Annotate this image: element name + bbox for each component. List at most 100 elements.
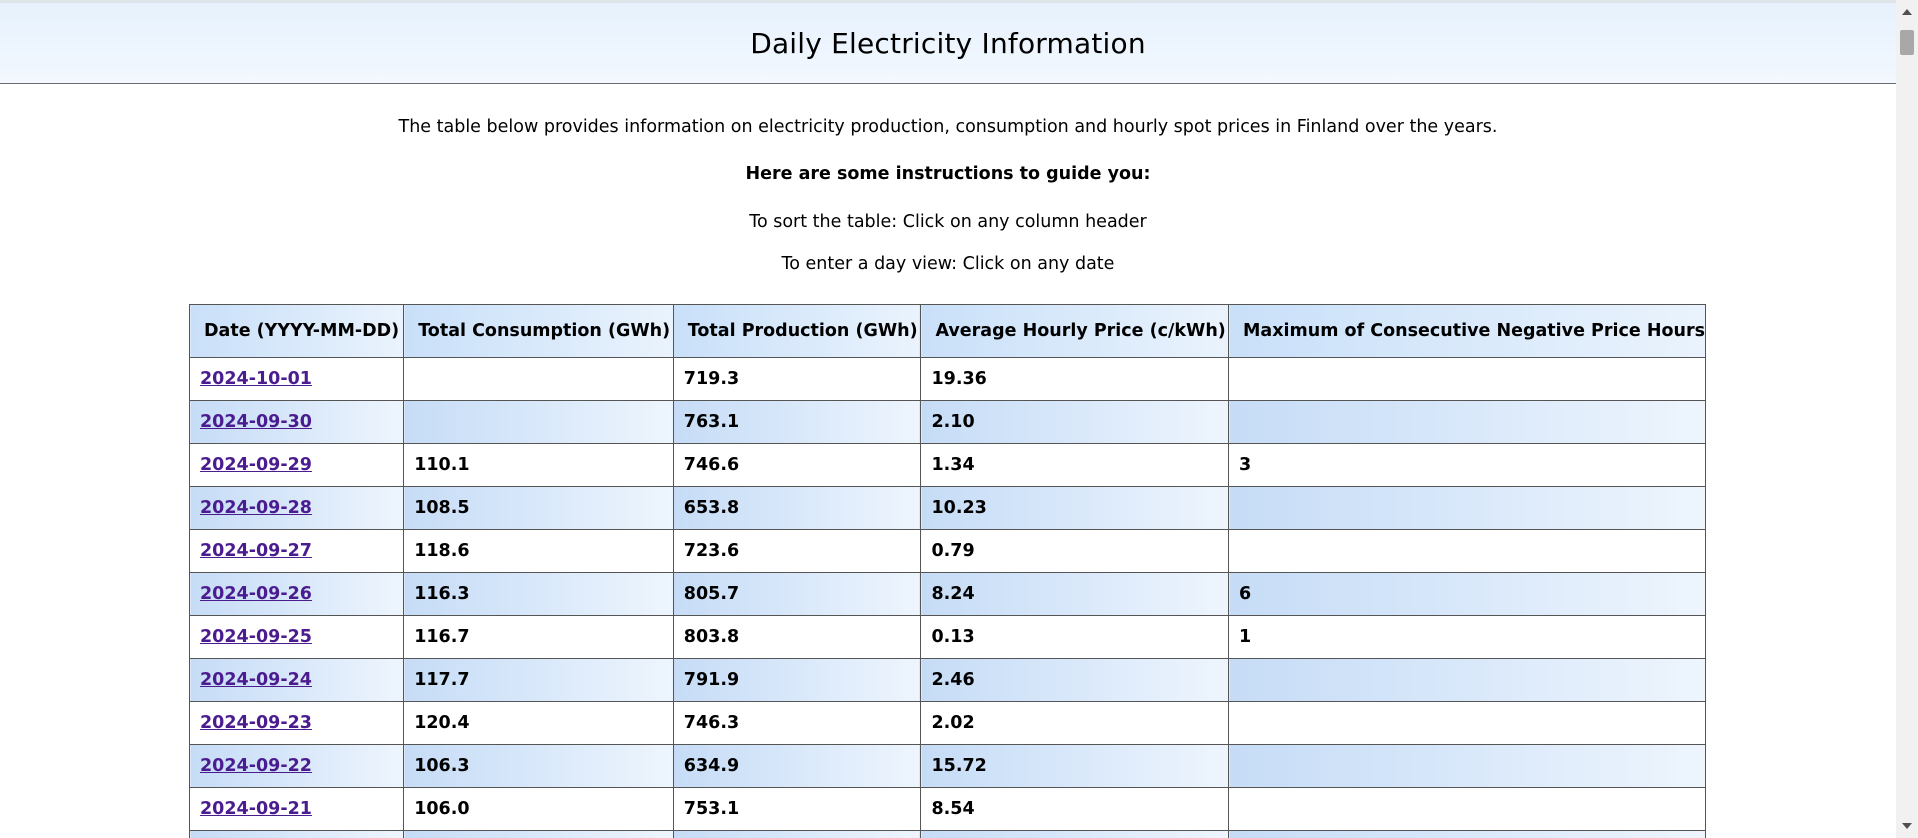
negative-hours-cell: 3 [1228,443,1706,487]
date-cell: 2024-09-23 [188,701,405,745]
consumption-cell [403,357,674,401]
table-row: 2024-09-27 118.6 723.6 0.79 [188,529,1706,573]
negative-hours-cell [1228,486,1706,530]
production-cell: 634.9 [672,744,922,788]
date-cell: 2024-09-25 [188,615,405,659]
table-row: 2024-09-26 116.3 805.7 8.24 6 [188,572,1706,616]
date-link[interactable]: 2024-09-25 [200,627,312,647]
table-row: 2024-09-24 117.7 791.9 2.46 [188,658,1706,702]
scroll-down-arrow-icon[interactable] [1902,823,1912,829]
negative-hours-cell [1228,830,1706,838]
instructions-heading: Here are some instructions to guide you: [745,164,1151,184]
date-link[interactable]: 2024-09-23 [200,713,312,733]
price-cell: 19.36 [920,357,1230,401]
table-row: 2024-09-28 108.5 653.8 10.23 [188,486,1706,530]
date-cell: 2024-09-29 [188,443,405,487]
table-row: 2024-09-22 106.3 634.9 15.72 [188,744,1706,788]
price-cell: 2.10 [920,400,1230,444]
table-row [188,830,1706,838]
production-cell: 653.8 [672,486,922,530]
price-cell: 2.46 [920,658,1230,702]
consumption-cell: 108.5 [403,486,674,530]
electricity-table: Date (YYYY-MM-DD) Total Consumption (GWh… [188,304,1706,838]
date-link[interactable]: 2024-09-27 [200,541,312,561]
negative-hours-cell: 6 [1228,572,1706,616]
negative-hours-cell [1228,400,1706,444]
date-link[interactable]: 2024-09-28 [200,498,312,518]
window-top-edge [0,0,1896,3]
date-link[interactable]: 2024-09-21 [200,799,312,819]
price-cell: 8.54 [920,787,1230,831]
production-cell: 719.3 [672,357,922,401]
date-cell: 2024-10-01 [188,357,405,401]
production-cell: 723.6 [672,529,922,573]
date-link[interactable]: 2024-09-26 [200,584,312,604]
instruction-day-view: To enter a day view: Click on any date [781,254,1115,274]
table-row: 2024-09-23 120.4 746.3 2.02 [188,701,1706,745]
consumption-cell: 106.3 [403,744,674,788]
instruction-sort: To sort the table: Click on any column h… [749,212,1147,232]
date-link[interactable]: 2024-09-22 [200,756,312,776]
date-link[interactable]: 2024-09-30 [200,412,312,432]
production-cell: 791.9 [672,658,922,702]
date-cell [188,830,405,838]
negative-hours-cell: 1 [1228,615,1706,659]
negative-hours-cell [1228,744,1706,788]
vertical-scrollbar[interactable] [1896,0,1918,838]
consumption-cell [403,830,674,838]
production-cell: 803.8 [672,615,922,659]
header-date[interactable]: Date (YYYY-MM-DD) [188,304,405,358]
scroll-up-arrow-icon[interactable] [1902,9,1912,15]
production-cell: 746.3 [672,701,922,745]
table-body: 2024-10-01 719.3 19.36 2024-09-30 763.1 2.10 2… [188,357,1706,838]
table-row: 2024-09-21 106.0 753.1 8.54 [188,787,1706,831]
consumption-cell: 118.6 [403,529,674,573]
consumption-cell: 120.4 [403,701,674,745]
table-row: 2024-10-01 719.3 19.36 [188,357,1706,401]
header-average-hourly-price[interactable]: Average Hourly Price (c/kWh) [920,304,1230,358]
table-row: 2024-09-30 763.1 2.10 [188,400,1706,444]
date-link[interactable]: 2024-09-24 [200,670,312,690]
date-cell: 2024-09-22 [188,744,405,788]
date-cell: 2024-09-26 [188,572,405,616]
price-cell [920,830,1230,838]
production-cell: 753.1 [672,787,922,831]
negative-hours-cell [1228,701,1706,745]
price-cell: 0.13 [920,615,1230,659]
price-cell: 1.34 [920,443,1230,487]
price-cell: 0.79 [920,529,1230,573]
page-title: Daily Electricity Information [750,26,1146,60]
header-total-consumption[interactable]: Total Consumption (GWh) [403,304,674,358]
consumption-cell: 117.7 [403,658,674,702]
negative-hours-cell [1228,658,1706,702]
page-header: Daily Electricity Information [0,3,1896,84]
scrollbar-thumb[interactable] [1900,30,1914,55]
header-max-negative-price-hours[interactable]: Maximum of Consecutive Negative Price Ho… [1228,304,1706,358]
consumption-cell: 110.1 [403,443,674,487]
date-link[interactable]: 2024-10-01 [200,369,312,389]
date-cell: 2024-09-30 [188,400,405,444]
date-cell: 2024-09-21 [188,787,405,831]
intro-text: The table below provides information on … [398,117,1498,137]
table-header-row: Date (YYYY-MM-DD) Total Consumption (GWh… [188,304,1706,358]
date-cell: 2024-09-27 [188,529,405,573]
header-total-production[interactable]: Total Production (GWh) [672,304,922,358]
price-cell: 8.24 [920,572,1230,616]
date-cell: 2024-09-28 [188,486,405,530]
negative-hours-cell [1228,529,1706,573]
consumption-cell: 116.3 [403,572,674,616]
consumption-cell [403,400,674,444]
table-row: 2024-09-29 110.1 746.6 1.34 3 [188,443,1706,487]
price-cell: 15.72 [920,744,1230,788]
price-cell: 10.23 [920,486,1230,530]
date-cell: 2024-09-24 [188,658,405,702]
price-cell: 2.02 [920,701,1230,745]
production-cell: 763.1 [672,400,922,444]
date-link[interactable]: 2024-09-29 [200,455,312,475]
production-cell [672,830,922,838]
negative-hours-cell [1228,787,1706,831]
consumption-cell: 116.7 [403,615,674,659]
production-cell: 805.7 [672,572,922,616]
negative-hours-cell [1228,357,1706,401]
